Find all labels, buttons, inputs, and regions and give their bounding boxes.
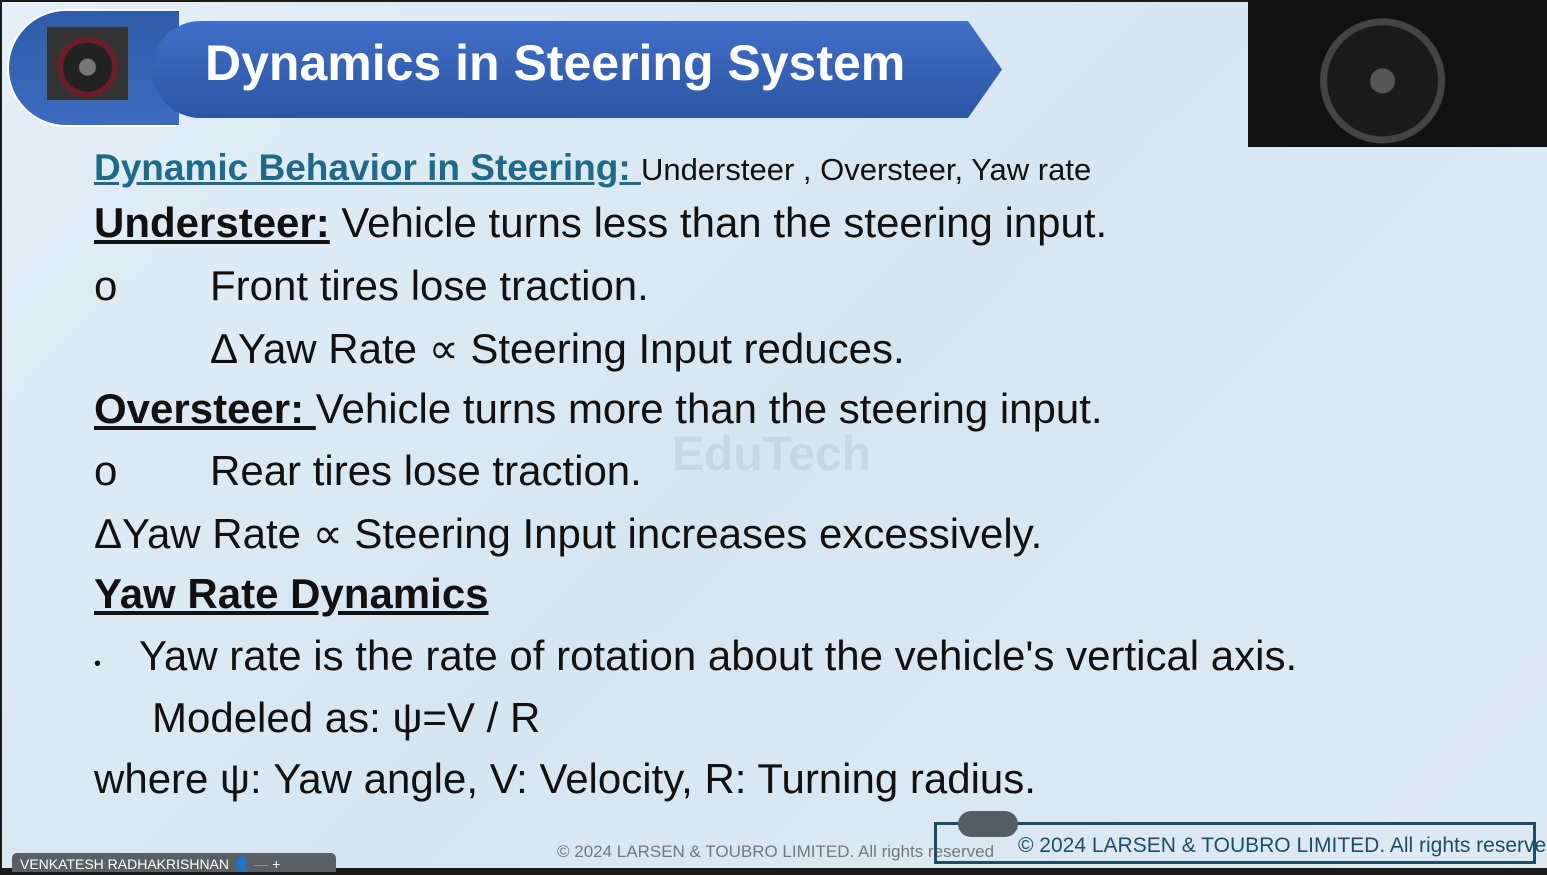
participant-namebar[interactable]: VENKATESH RADHAKRISHNAN 👤 — +: [12, 853, 336, 872]
bullet-marker: o: [94, 447, 118, 494]
footer-faint: © 2024 LARSEN & TOUBRO LIMITED. All righ…: [557, 842, 995, 861]
oversteer-text: Vehicle turns more than the steering inp…: [315, 385, 1103, 432]
webcam-video: [1248, 0, 1547, 147]
minimize-icon[interactable]: —: [254, 856, 269, 872]
oversteer-bullet-2: ΔYaw Rate ∝ Steering Input increases exc…: [94, 510, 1043, 557]
footer-box: [934, 822, 1536, 864]
watermark: EduTech: [672, 428, 872, 481]
title-banner: [152, 21, 1002, 118]
bullet-text: Front tires lose traction.: [210, 262, 649, 309]
steering-wheel-image: [47, 27, 128, 100]
understeer-bullet-2: ΔYaw Rate ∝ Steering Input reduces.: [210, 325, 905, 372]
understeer-line: Understeer: Vehicle turns less than the …: [94, 199, 1107, 247]
understeer-text: Vehicle turns less than the steering inp…: [329, 199, 1108, 246]
subtitle-rest: Understeer , Oversteer, Yaw rate: [640, 152, 1092, 187]
yaw-heading: Yaw Rate Dynamics: [94, 570, 489, 617]
subtitle-heading: Dynamic Behavior in Steering:: [94, 147, 641, 188]
yaw-bullet-1: • Yaw rate is the rate of rotation about …: [94, 632, 1297, 680]
participant-name: VENKATESH RADHAKRISHNAN: [20, 856, 230, 872]
understeer-bullet-1: o Front tires lose traction.: [94, 262, 649, 310]
oversteer-label: Oversteer:: [94, 385, 316, 432]
bullet-text: Rear tires lose traction.: [210, 447, 642, 494]
plug-icon: [958, 811, 1018, 837]
oversteer-bullet-1: o Rear tires lose traction.: [94, 447, 642, 495]
bullet-text: Yaw rate is the rate of rotation about t…: [139, 632, 1298, 679]
yaw-where: where ψ: Yaw angle, V: Velocity, R: Turn…: [94, 755, 1036, 802]
yaw-bullet-2: Modeled as: ψ=V / R: [152, 694, 541, 741]
understeer-label: Understeer:: [94, 199, 330, 246]
oversteer-line: Oversteer: Vehicle turns more than the s…: [94, 385, 1103, 433]
bullet-marker: •: [94, 653, 102, 675]
slide-title: Dynamics in Steering System: [205, 35, 906, 91]
person-icon: 👤: [232, 856, 251, 872]
subtitle-line: Dynamic Behavior in Steering: Understeer…: [94, 142, 1091, 190]
bullet-marker: o: [94, 262, 118, 309]
add-icon[interactable]: +: [272, 856, 281, 872]
footer-copyright: © 2024 LARSEN & TOUBRO LIMITED. All righ…: [1018, 834, 1547, 857]
